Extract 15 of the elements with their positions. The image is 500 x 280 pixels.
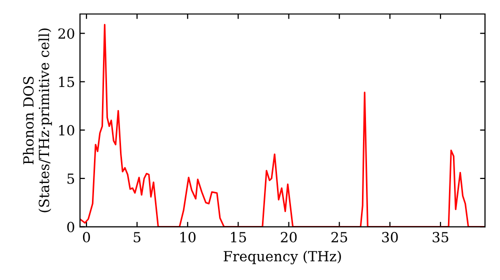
x-tick-label: 35	[432, 232, 448, 242]
x-tick-label: 30	[382, 232, 398, 242]
x-tick-label: 0	[82, 232, 90, 242]
x-tick-label: 10	[180, 232, 196, 242]
x-tick-label: 20	[280, 232, 297, 242]
y-tick-label: 0	[67, 222, 74, 232]
y-tick-label: 15	[59, 76, 74, 88]
y-tick-label: 20	[58, 28, 74, 39]
y-axis-title: Phonon DOS (States/THz·primitive cell)	[22, 28, 52, 212]
x-tick-label: 5	[134, 232, 140, 242]
x-tick-label: 25	[331, 232, 348, 242]
x-axis-title: Frequency (THz)	[224, 250, 341, 264]
y-tick-label: 10	[59, 125, 74, 136]
x-tick-label: 15	[231, 232, 246, 242]
y-tick-label: 5	[67, 174, 74, 184]
